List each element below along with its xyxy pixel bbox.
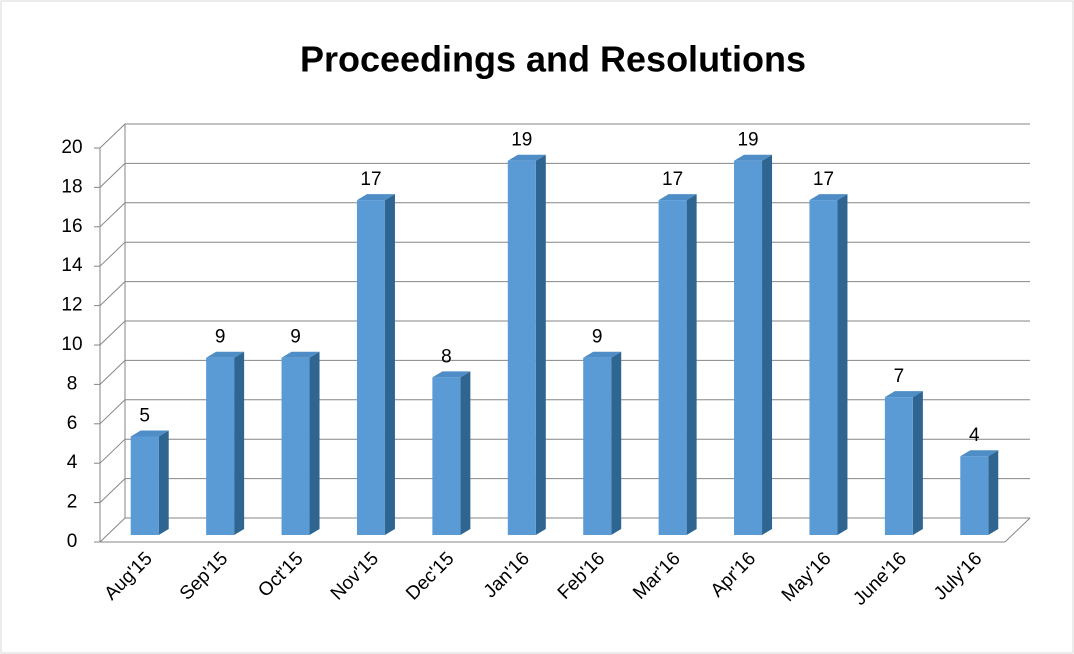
bar-top — [658, 194, 697, 201]
value-label: 19 — [511, 130, 532, 151]
bar — [281, 357, 310, 535]
value-label: 9 — [215, 327, 226, 348]
bar — [734, 160, 763, 535]
bar-side — [611, 351, 622, 535]
bar-side — [460, 371, 471, 535]
bar-side — [988, 450, 999, 535]
bar-top — [734, 154, 773, 161]
bar-side — [837, 194, 848, 535]
value-label: 8 — [441, 346, 452, 367]
value-label: 17 — [360, 169, 381, 190]
bar — [583, 357, 612, 535]
y-tick-label: 12 — [61, 295, 82, 316]
bar-top — [960, 450, 999, 457]
bar — [960, 456, 989, 535]
bar — [658, 200, 687, 535]
bar — [206, 357, 235, 535]
bar-top — [281, 351, 320, 358]
y-tick-label: 6 — [67, 413, 78, 434]
floor-line — [1004, 517, 1031, 543]
chart-title: Proceedings and Resolutions — [300, 39, 806, 80]
bar-top — [507, 154, 546, 161]
value-label: 19 — [737, 130, 758, 151]
y-tick-label: 18 — [61, 176, 82, 197]
y-tick-label: 8 — [67, 373, 78, 394]
y-tick-label: 16 — [61, 216, 82, 237]
bar-side — [912, 391, 923, 535]
bar — [432, 377, 461, 535]
y-tick-label: 2 — [67, 492, 78, 513]
bar-side — [686, 194, 697, 535]
bar — [356, 200, 385, 535]
value-label: 4 — [969, 425, 980, 446]
y-tick-label: 10 — [61, 334, 82, 355]
y-tick-label: 4 — [67, 452, 78, 473]
bar — [130, 436, 159, 535]
bar-side — [762, 154, 773, 535]
y-tick-label: 20 — [61, 137, 82, 158]
bar-side — [384, 194, 395, 535]
bar-side — [535, 154, 546, 535]
bar-side — [309, 351, 320, 535]
y-tick-label: 0 — [67, 531, 78, 552]
value-label: 7 — [894, 366, 905, 387]
bar-side — [158, 430, 169, 535]
value-label: 9 — [592, 327, 603, 348]
bar-top — [583, 351, 622, 358]
y-tick-label: 14 — [61, 255, 83, 276]
bar — [884, 397, 913, 535]
bar — [809, 200, 838, 535]
value-label: 5 — [139, 406, 150, 427]
value-label: 17 — [813, 169, 834, 190]
bar-side — [234, 351, 245, 535]
bar-top — [130, 430, 169, 437]
bar-top — [809, 194, 848, 201]
value-label: 9 — [290, 327, 301, 348]
bar-top — [884, 391, 923, 398]
bar-top — [356, 194, 395, 201]
value-label: 17 — [662, 169, 683, 190]
bar — [507, 160, 536, 535]
bar-top — [432, 371, 471, 378]
bar-top — [206, 351, 245, 358]
